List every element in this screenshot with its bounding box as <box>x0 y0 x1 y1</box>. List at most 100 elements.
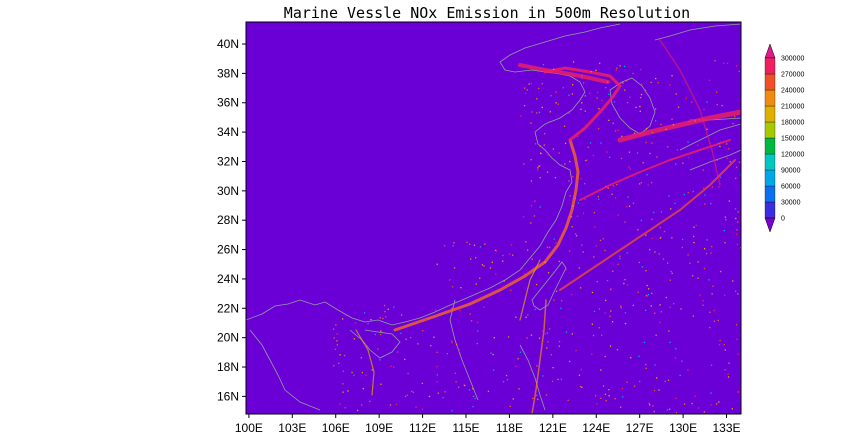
emission-dot <box>655 77 657 80</box>
emission-dot <box>702 169 704 171</box>
emission-dot <box>671 272 673 274</box>
colorbar-label: 210000 <box>781 104 804 111</box>
lat-tick-label: 34N <box>217 125 239 139</box>
emission-dot <box>656 377 658 379</box>
emission-dot <box>522 216 525 218</box>
emission-dot <box>599 62 601 64</box>
emission-dot <box>609 289 612 291</box>
emission-dot <box>654 364 656 366</box>
emission-dot <box>502 381 505 383</box>
emission-dot <box>453 267 456 269</box>
emission-dot <box>642 162 644 164</box>
emission-dot <box>428 395 431 398</box>
emission-dot <box>528 83 530 85</box>
emission-dot <box>540 152 542 154</box>
emission-dot <box>667 146 669 148</box>
emission-dot <box>675 397 677 399</box>
emission-dot <box>538 337 541 339</box>
emission-dot <box>558 345 560 347</box>
emission-dot <box>710 202 712 205</box>
emission-dot <box>530 82 532 84</box>
emission-dot <box>505 374 508 377</box>
emission-dot <box>343 354 346 357</box>
lon-tick-label: 100E <box>235 421 263 435</box>
emission-dot <box>610 310 612 312</box>
emission-dot <box>729 161 731 163</box>
emission-dot <box>706 101 708 103</box>
emission-dot <box>534 143 537 145</box>
emission-dot <box>699 294 701 296</box>
emission-dot <box>615 197 617 199</box>
emission-dot <box>572 205 574 207</box>
emission-dot <box>620 307 622 309</box>
emission-dot <box>654 251 656 253</box>
emission-dot <box>697 261 699 263</box>
emission-dot <box>407 372 409 375</box>
emission-dot <box>371 369 373 371</box>
emission-dot <box>493 337 495 339</box>
emission-dot <box>736 229 738 231</box>
colorbar-top-triangle <box>764 43 776 59</box>
emission-dot <box>541 106 543 109</box>
emission-dot <box>736 233 738 236</box>
emission-dot <box>472 388 474 390</box>
emission-dot <box>688 121 690 123</box>
emission-dot <box>708 279 710 281</box>
emission-dot <box>737 221 739 223</box>
emission-dot <box>484 243 486 245</box>
emission-dot <box>539 145 541 147</box>
emission-dot <box>736 65 738 67</box>
emission-dot <box>597 195 599 198</box>
emission-dot <box>605 400 607 402</box>
emission-dot <box>555 290 558 292</box>
emission-dot <box>609 156 611 158</box>
emission-dot <box>536 365 538 367</box>
emission-dot <box>571 226 573 228</box>
emission-dot <box>474 397 476 400</box>
emission-dot <box>669 306 671 308</box>
emission-dot <box>550 95 552 97</box>
emission-dot <box>591 353 593 355</box>
emission-dot <box>669 279 671 281</box>
emission-dot <box>617 129 619 131</box>
emission-dot <box>487 390 490 392</box>
emission-dot <box>536 394 538 396</box>
emission-dot <box>584 183 586 185</box>
emission-dot <box>709 311 711 313</box>
emission-dot <box>519 351 522 353</box>
emission-dot <box>673 303 675 305</box>
emission-dot <box>612 270 614 272</box>
emission-dot <box>543 144 545 146</box>
emission-dot <box>342 318 344 320</box>
lat-tick-label: 32N <box>217 154 239 168</box>
emission-dot <box>676 149 679 151</box>
emission-dot <box>515 316 517 318</box>
emission-dot <box>645 363 647 366</box>
emission-dot <box>692 190 694 193</box>
emission-dot <box>437 392 439 394</box>
emission-dot <box>598 308 601 310</box>
lon-tick-label: 133E <box>713 421 741 435</box>
emission-dot <box>572 61 575 63</box>
emission-dot <box>553 238 555 240</box>
emission-dot <box>619 255 621 257</box>
emission-dot <box>653 211 655 214</box>
emission-dot <box>656 156 658 158</box>
emission-dot <box>622 82 624 84</box>
emission-dot <box>549 111 551 113</box>
emission-dot <box>361 371 363 374</box>
emission-dot <box>468 389 471 391</box>
colorbar-label: 270000 <box>781 72 804 79</box>
emission-dot <box>626 252 628 254</box>
emission-dot <box>548 121 551 123</box>
emission-dot <box>647 294 650 296</box>
colorbar-label: 90000 <box>781 168 801 175</box>
emission-dot <box>611 193 613 195</box>
emission-dot <box>526 89 528 91</box>
emission-dot <box>683 194 685 196</box>
emission-dot <box>640 97 642 99</box>
emission-dot <box>710 252 712 254</box>
emission-dot <box>687 157 690 159</box>
emission-dot <box>558 152 560 154</box>
map-area <box>246 22 741 414</box>
